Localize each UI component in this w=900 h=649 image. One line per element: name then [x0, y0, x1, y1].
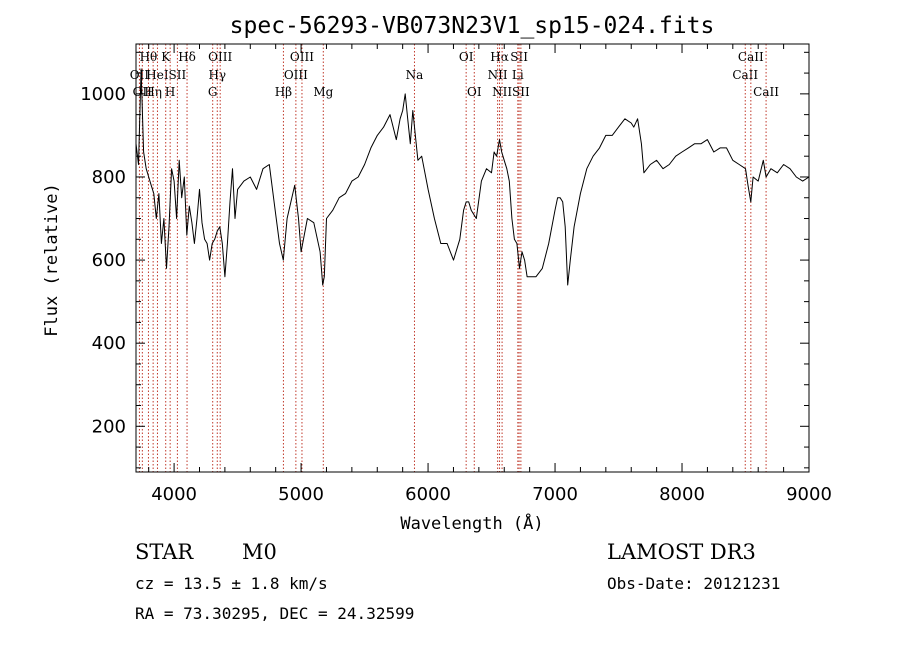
line-marker-label: Mg [313, 85, 333, 99]
survey-name: LAMOST DR3 [607, 540, 756, 564]
line-marker-label: NII [492, 85, 512, 99]
line-marker-label: Na [406, 68, 424, 82]
y-axis-ticks: 200 400 600 800 1000 [80, 51, 809, 469]
y-tick-label: 200 [92, 416, 126, 437]
line-marker-label: Hθ [140, 50, 158, 64]
observation-date: Obs-Date: 20121231 [607, 574, 780, 593]
line-marker-label: OII [130, 68, 150, 82]
x-tick-label: 4000 [151, 484, 197, 505]
line-marker-label: Hα [490, 50, 509, 64]
line-marker-label: OI [459, 50, 474, 64]
x-tick-label: 6000 [405, 484, 451, 505]
x-tick-label: 5000 [278, 484, 324, 505]
y-axis-label: Flux (relative) [42, 183, 62, 337]
line-marker-label: CaII [738, 50, 764, 64]
y-tick-label: 600 [92, 250, 126, 271]
spectrum-line [135, 68, 810, 286]
line-marker-label: CaII [753, 85, 779, 99]
x-tick-label: 8000 [659, 484, 705, 505]
line-marker-label: Li [512, 68, 524, 82]
line-marker-label: Hγ [208, 68, 226, 82]
line-marker-label: G [208, 85, 218, 99]
line-marker-label: OI [467, 85, 482, 99]
redshift-velocity: cz = 13.5 ± 1.8 km/s [135, 574, 328, 593]
y-tick-label: 800 [92, 167, 126, 188]
line-marker-label: Hη [144, 85, 162, 99]
x-tick-label: 9000 [786, 484, 832, 505]
y-tick-label: 1000 [80, 84, 126, 105]
y-tick-label: 400 [92, 333, 126, 354]
line-marker-label: Hβ [275, 85, 292, 99]
x-tick-label: 7000 [532, 484, 578, 505]
line-marker-label: NII [488, 68, 508, 82]
line-marker-label: OII [133, 85, 153, 99]
line-marker-label: OIII [284, 68, 308, 82]
chart-title: spec-56293-VB073N23V1_sp15-024.fits [230, 13, 715, 39]
line-marker-label: SII [512, 85, 530, 99]
plot-frame [135, 43, 810, 473]
line-marker-label: SII [510, 50, 528, 64]
line-marker-label: HeI [146, 68, 169, 82]
x-axis-label: Wavelength (Å) [400, 512, 543, 534]
line-marker-label: CaII [732, 68, 758, 82]
sky-coordinates: RA = 73.30295, DEC = 24.32599 [135, 604, 414, 623]
line-marker-label: Hδ [178, 50, 196, 64]
line-marker-label: SII [169, 68, 187, 82]
line-marker-label: OIII [290, 50, 314, 64]
spectrum-series [135, 68, 810, 286]
object-class: STAR [135, 540, 194, 564]
object-subclass: M0 [242, 540, 277, 564]
line-marker-label: OIII [208, 50, 232, 64]
line-marker-label: H [165, 85, 175, 99]
x-axis-ticks: 4000 5000 6000 7000 8000 9000 [148, 44, 832, 505]
line-marker-label: K [161, 50, 171, 64]
